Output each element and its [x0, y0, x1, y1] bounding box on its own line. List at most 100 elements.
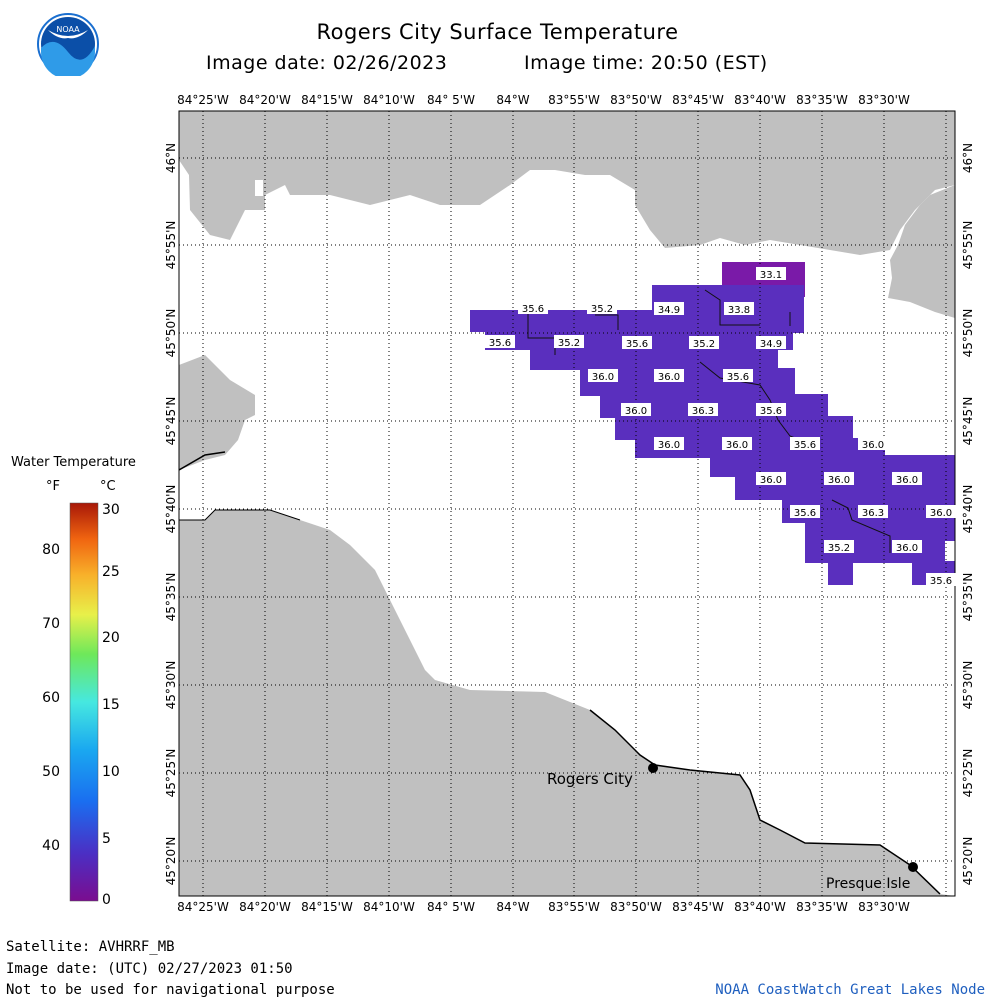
temperature-label-box	[654, 302, 684, 315]
temperature-label-box	[756, 336, 786, 349]
legend-f-tick: 70	[42, 616, 60, 632]
rogers-city-marker	[648, 763, 658, 773]
longitude-label: 83°40'W	[734, 93, 786, 107]
latitude-label: 45°40'N	[164, 485, 178, 534]
longitude-label: 83°50'W	[610, 93, 662, 107]
presque-isle-marker	[908, 862, 918, 872]
temperature-label-box	[892, 540, 922, 553]
temperature-label-box	[724, 302, 754, 315]
temperature-label-box	[723, 369, 753, 382]
temperature-label-box	[485, 335, 515, 348]
graticule	[179, 111, 955, 896]
temperature-value: 36.0	[930, 508, 952, 519]
latitude-label: 45°30'N	[164, 661, 178, 710]
temperature-label-box	[621, 403, 651, 416]
latitude-label: 45°35'N	[961, 573, 975, 622]
temperature-label-box	[824, 472, 854, 485]
image-date: Image date: 02/26/2023	[206, 52, 448, 74]
latitude-labels-right: 46°N 45°55'N 45°50'N 45°45'N 45°40'N 45°35'N 4…	[961, 143, 975, 886]
image-time: Image time: 20:50 (EST)	[524, 52, 768, 74]
longitude-label: 84°W	[496, 900, 529, 914]
temperature-label-box	[926, 573, 956, 586]
logo-text: NOAA	[56, 25, 80, 34]
longitude-label: 84°W	[496, 93, 529, 107]
longitude-label: 84°20'W	[239, 93, 291, 107]
legend-f-tick: 80	[42, 542, 60, 558]
longitude-label: 84°25'W	[177, 900, 229, 914]
temperature-label-box	[588, 369, 618, 382]
latitude-labels-left: 46°N 45°55'N 45°50'N 45°45'N 45°40'N 45°35'N 4…	[164, 143, 178, 886]
legend-c-tick: 0	[102, 892, 111, 908]
disclaimer: Not to be used for navigational purpose	[6, 982, 335, 998]
longitude-label: 84°10'W	[363, 93, 415, 107]
legend-c-tick: 10	[102, 764, 120, 780]
longitude-label: 83°45'W	[672, 93, 724, 107]
temperature-label-box	[926, 505, 956, 518]
temperature-label-box	[654, 369, 684, 382]
temperature-value: 35.2	[558, 338, 580, 349]
noaa-logo: NOAA	[37, 13, 99, 76]
longitude-label: 83°50'W	[610, 900, 662, 914]
satellite-info: Satellite: AVHRRF_MB	[6, 939, 175, 955]
temperature-value: 35.2	[591, 304, 613, 315]
longitude-label: 83°55'W	[548, 93, 600, 107]
latitude-label: 45°25'N	[961, 749, 975, 798]
temperature-value: 36.0	[726, 440, 748, 451]
temperature-value: 33.1	[760, 270, 782, 281]
temperature-label-box	[518, 301, 548, 314]
latitude-label: 45°50'N	[164, 309, 178, 358]
temperature-label-box	[722, 437, 752, 450]
map-frame	[178, 110, 956, 897]
longitude-label: 84°10'W	[363, 900, 415, 914]
longitude-label: 84°15'W	[301, 93, 353, 107]
temperature-value: 35.6	[794, 508, 816, 519]
temperature-label-box	[689, 336, 719, 349]
temperature-label-box	[654, 437, 684, 450]
longitude-label: 83°30'W	[858, 93, 910, 107]
temperature-value: 35.2	[828, 543, 850, 554]
temperature-value-labels: 33.1 35.6 35.2 34.9 33.8 35.6 35.2 35.6 35.2 34.9…	[485, 267, 956, 587]
temperature-value: 33.8	[728, 305, 750, 316]
latitude-label: 45°45'N	[961, 397, 975, 446]
small-lake-hole	[255, 180, 263, 196]
land-north-shore	[179, 111, 955, 255]
temperature-value: 35.2	[693, 339, 715, 350]
temperature-label-box	[756, 403, 786, 416]
temperature-value: 36.0	[625, 406, 647, 417]
temperature-label-box	[756, 267, 786, 280]
legend-c-tick: 5	[102, 831, 111, 847]
latitude-label: 45°50'N	[961, 309, 975, 358]
latitude-label: 46°N	[961, 143, 975, 173]
longitude-label: 83°30'W	[858, 900, 910, 914]
latitude-label: 45°25'N	[164, 749, 178, 798]
legend-c-tick: 20	[102, 630, 120, 646]
latitude-label: 45°30'N	[961, 661, 975, 710]
temperature-label-box	[858, 437, 888, 450]
legend-c-tick: 25	[102, 564, 120, 580]
temperature-value: 35.6	[794, 440, 816, 451]
longitude-labels-bottom: 84°25'W 84°20'W 84°15'W 84°10'W 84° 5'W 84°W 8…	[177, 900, 910, 914]
legend-f-tick: 40	[42, 838, 60, 854]
land-east-island	[888, 185, 955, 318]
temperature-label-box	[858, 505, 888, 518]
temperature-value: 35.6	[626, 339, 648, 350]
longitude-labels-top: 84°25'W 84°20'W 84°15'W 84°10'W 84° 5'W 84°W 8…	[177, 93, 910, 107]
land-west-point	[179, 355, 255, 470]
temperature-value: 35.6	[522, 304, 544, 315]
temperature-label-box	[587, 301, 617, 314]
legend-f-tick: 50	[42, 764, 60, 780]
presque-isle-label: Presque Isle	[826, 876, 910, 892]
latitude-label: 45°55'N	[961, 221, 975, 270]
temperature-value: 36.0	[658, 440, 680, 451]
longitude-label: 84° 5'W	[427, 93, 475, 107]
utc-date: Image date: (UTC) 02/27/2023 01:50	[6, 961, 293, 977]
temperature-label-box	[824, 540, 854, 553]
temperature-value: 35.6	[760, 406, 782, 417]
temperature-value: 36.3	[862, 508, 884, 519]
latitude-label: 45°20'N	[164, 837, 178, 886]
latitude-label: 46°N	[164, 143, 178, 173]
temperature-value: 36.0	[592, 372, 614, 383]
legend-unit-c: °C	[100, 479, 116, 494]
